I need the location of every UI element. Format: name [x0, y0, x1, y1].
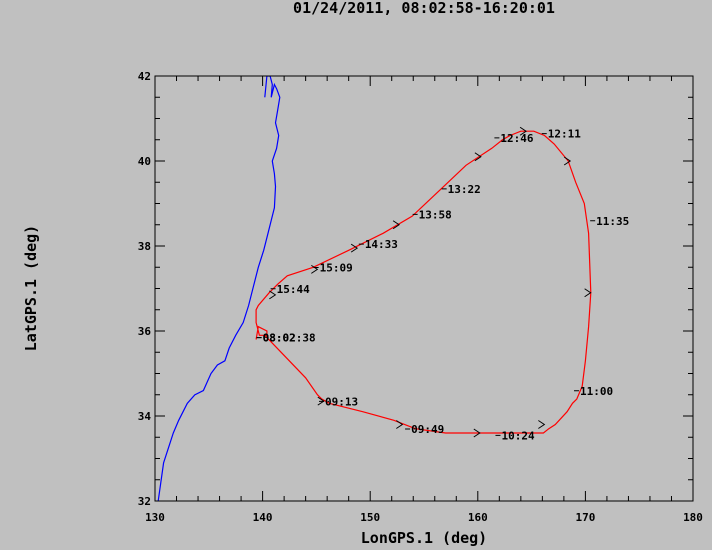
- time-label: 13:22: [448, 183, 481, 196]
- time-label: 11:00: [580, 385, 613, 398]
- time-label: 08:02:38: [263, 332, 316, 345]
- y-tick-label: 34: [138, 410, 152, 423]
- time-label: 08:02: [263, 332, 296, 345]
- chart-title: 01/24/2011, 08:02:58-16:20:01: [293, 0, 555, 17]
- x-tick-label: 130: [145, 511, 165, 524]
- time-label: 13:58: [419, 208, 452, 221]
- coastline-layer: [157, 76, 281, 501]
- direction-mark: [563, 156, 572, 166]
- direction-mark: [473, 428, 481, 438]
- time-label: 15:44: [277, 283, 310, 296]
- flight-track-layer: [255, 126, 592, 438]
- time-label: 09:13: [325, 395, 358, 408]
- direction-mark: [269, 290, 277, 300]
- x-tick-label: 170: [575, 511, 595, 524]
- time-label: 11:35: [596, 215, 629, 228]
- coastline-line: [157, 76, 281, 501]
- y-tick-label: 40: [138, 155, 151, 168]
- axis-ticks: 130 140 150 160 170 180 32 34 36 38 40 42: [138, 70, 703, 524]
- y-axis-label: LatGPS.1 (deg): [22, 225, 40, 351]
- direction-mark: [538, 420, 546, 429]
- direction-mark: [584, 288, 592, 298]
- direction-mark: [392, 220, 401, 230]
- direction-mark: [396, 420, 404, 429]
- y-tick-label: 32: [138, 495, 151, 508]
- y-tick-label: 36: [138, 325, 152, 338]
- y-tick-label: 38: [138, 240, 151, 253]
- x-tick-label: 160: [468, 511, 488, 524]
- plot-frame: [154, 75, 694, 502]
- direction-mark: [311, 264, 319, 274]
- x-axis-label: LonGPS.1 (deg): [361, 529, 487, 547]
- time-label: 14:33: [365, 238, 398, 251]
- x-tick-label: 180: [683, 511, 703, 524]
- direction-mark: [350, 243, 359, 253]
- time-label: 12:11: [548, 128, 581, 141]
- time-label: 15:09: [320, 262, 353, 275]
- time-label: 09:49: [411, 423, 444, 436]
- x-tick-label: 140: [253, 511, 273, 524]
- flight-track-line: [255, 130, 592, 434]
- x-tick-label: 150: [360, 511, 380, 524]
- time-label: 12:46: [500, 132, 533, 145]
- direction-mark: [519, 126, 527, 136]
- time-label: 10:24: [501, 429, 534, 442]
- y-tick-label: 42: [138, 70, 151, 83]
- direction-mark: [474, 152, 482, 162]
